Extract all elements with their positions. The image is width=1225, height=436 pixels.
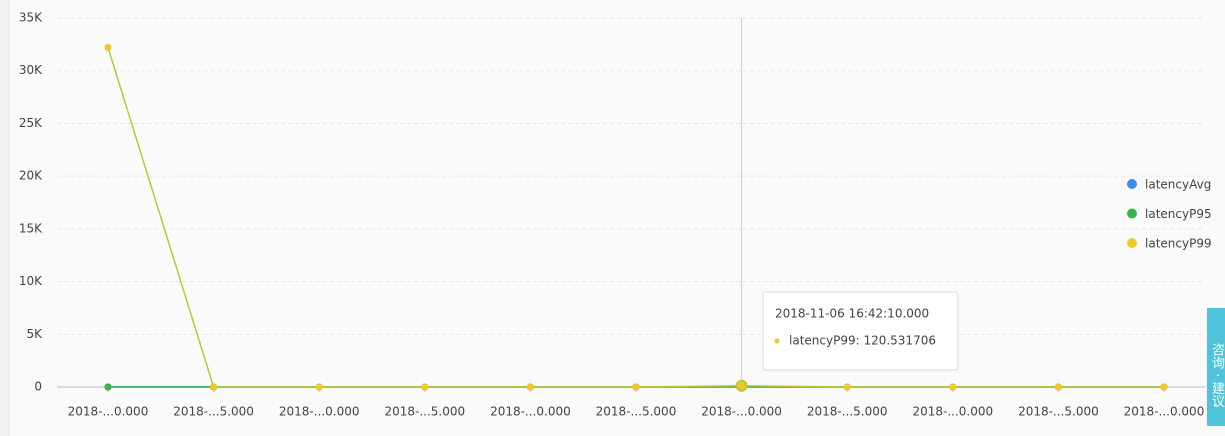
y-tick-label: 25K: [19, 116, 43, 130]
point: [526, 383, 534, 391]
x-tick-label: 2018-...5.000: [384, 405, 465, 419]
x-tick-label: 2018-...5.000: [1018, 405, 1099, 419]
y-tick-label: 0: [34, 380, 42, 394]
tooltip: 2018-11-06 16:42:10.000 latencyP99: 120.5…: [762, 291, 959, 371]
point: [104, 383, 112, 391]
tooltip-box: [762, 291, 959, 371]
legend-label: latencyAvg: [1145, 178, 1211, 192]
x-tick-label: 2018-...0.000: [68, 405, 149, 419]
y-tick-label: 10K: [19, 274, 43, 288]
x-tick-label: 2018-...0.000: [1124, 405, 1205, 419]
point: [843, 383, 851, 391]
tooltip-title: 2018-11-06 16:42:10.000: [775, 307, 929, 321]
x-tick-label: 2018-...5.000: [596, 405, 677, 419]
y-tick-label: 20K: [19, 169, 43, 183]
x-tick-label: 2018-...5.000: [173, 405, 254, 419]
legend-marker: [1127, 179, 1137, 189]
y-tick-label: 35K: [19, 11, 43, 25]
x-tick-label: 2018-...0.000: [279, 405, 360, 419]
legend-marker: [1127, 208, 1137, 219]
y-tick-label: 5K: [26, 327, 43, 341]
point: [421, 383, 429, 391]
y-tick-label: 15K: [19, 221, 43, 235]
tooltip-text: latencyP99: 120.531706: [789, 334, 936, 348]
point: [949, 383, 957, 391]
point: [315, 383, 323, 391]
legend-marker: [1127, 238, 1137, 248]
point: [210, 383, 218, 391]
x-tick-label: 2018-...0.000: [912, 405, 993, 419]
point: [1160, 383, 1168, 391]
point: [735, 379, 748, 392]
x-tick-label: 2018-...5.000: [807, 405, 888, 419]
x-tick-label: 2018-...0.000: [701, 405, 782, 419]
feedback-tab[interactable]: 咨询 · 建议: [1207, 308, 1225, 426]
point: [104, 44, 112, 52]
legend-label: latencyP99: [1145, 237, 1212, 251]
point: [632, 383, 640, 391]
tooltip-marker: [774, 338, 780, 344]
y-tick-label: 30K: [19, 63, 43, 77]
legend-label: latencyP95: [1145, 207, 1212, 221]
point: [1054, 383, 1062, 391]
x-tick-label: 2018-...0.000: [490, 405, 571, 419]
left-edge: [0, 0, 10, 436]
